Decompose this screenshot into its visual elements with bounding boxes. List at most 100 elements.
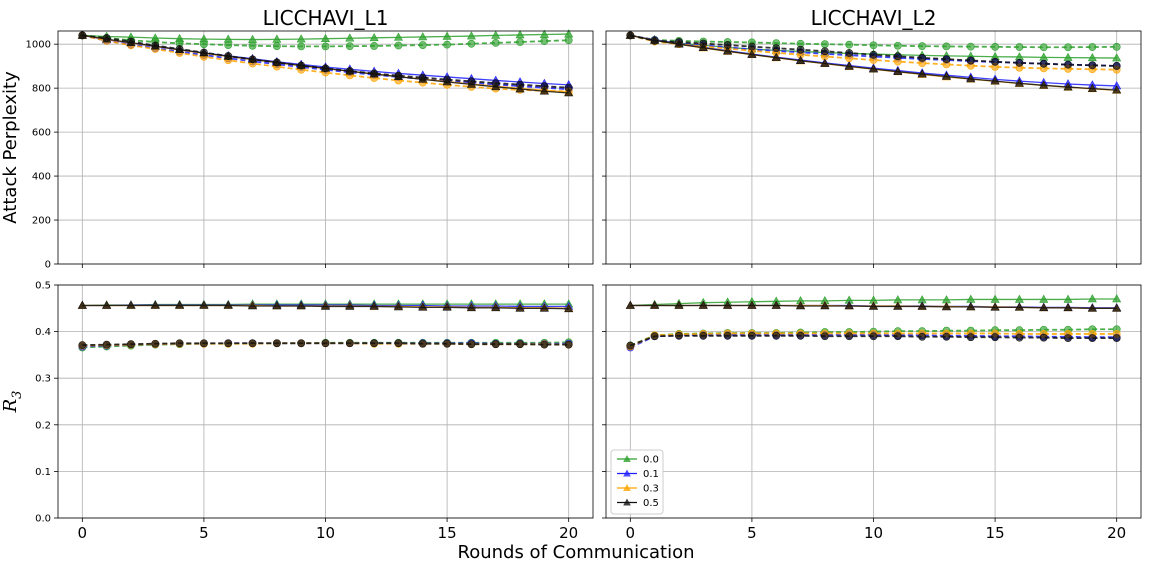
data-point bbox=[272, 301, 282, 310]
data-point bbox=[1039, 59, 1048, 68]
y-tick-label: 600 bbox=[32, 128, 51, 139]
data-point bbox=[491, 79, 500, 87]
data-point bbox=[820, 332, 829, 341]
data-point bbox=[321, 64, 330, 73]
series-0.5-dashed bbox=[78, 339, 573, 350]
x-tick-label: 5 bbox=[747, 524, 757, 542]
data-point bbox=[126, 300, 136, 309]
data-point bbox=[1087, 294, 1097, 303]
data-point bbox=[674, 300, 684, 309]
legend-label: 0.5 bbox=[643, 498, 659, 509]
data-point bbox=[1112, 294, 1122, 303]
data-point bbox=[345, 339, 354, 348]
data-point bbox=[491, 30, 501, 39]
series-line bbox=[629, 333, 1117, 349]
data-point bbox=[200, 40, 208, 49]
data-point bbox=[345, 33, 355, 42]
data-point bbox=[1015, 43, 1024, 51]
data-point bbox=[1112, 53, 1122, 62]
data-point bbox=[345, 42, 354, 51]
series-line bbox=[82, 34, 569, 93]
data-point bbox=[942, 55, 951, 64]
data-point bbox=[540, 82, 549, 91]
data-point bbox=[625, 300, 635, 309]
x-tick-label: 20 bbox=[1107, 524, 1126, 542]
data-point bbox=[77, 300, 87, 309]
legend-entry: 0.0 bbox=[617, 455, 659, 466]
data-point bbox=[321, 42, 330, 51]
data-point bbox=[297, 339, 306, 348]
data-point bbox=[321, 339, 330, 348]
y-tick-label: 200 bbox=[32, 216, 51, 227]
data-point bbox=[467, 77, 476, 86]
data-point bbox=[869, 41, 878, 50]
legend-label: 0.0 bbox=[643, 455, 659, 466]
data-point bbox=[966, 302, 976, 311]
chart-panel-4: 0 5 10 15 20 bbox=[602, 284, 1142, 542]
data-point bbox=[966, 56, 975, 65]
data-point bbox=[1088, 43, 1097, 51]
data-point bbox=[942, 332, 951, 341]
data-point bbox=[223, 300, 233, 309]
data-point bbox=[675, 331, 683, 340]
data-point bbox=[796, 301, 806, 310]
panel-title: LICCHAVI_L1 bbox=[263, 6, 389, 30]
data-point bbox=[320, 301, 331, 310]
chart-panel-3: 0.0 0.1 0.2 0.3 0.4 0.5 0 5 10 15 20 R3 bbox=[0, 281, 594, 542]
data-point bbox=[200, 48, 208, 57]
data-point bbox=[564, 88, 574, 97]
data-point bbox=[224, 339, 233, 348]
data-point bbox=[1087, 303, 1097, 312]
x-tick-label: 15 bbox=[438, 524, 457, 542]
data-point bbox=[199, 300, 209, 309]
data-point bbox=[102, 340, 111, 349]
data-point bbox=[966, 333, 975, 342]
x-tick-label: 15 bbox=[986, 524, 1005, 542]
data-point bbox=[127, 37, 135, 46]
series-line bbox=[82, 34, 569, 91]
data-point bbox=[442, 31, 452, 40]
data-point bbox=[723, 46, 733, 55]
data-point bbox=[248, 41, 257, 50]
legend-entry: 0.5 bbox=[617, 498, 659, 509]
data-point bbox=[370, 339, 379, 348]
data-point bbox=[175, 339, 184, 348]
data-point bbox=[1112, 303, 1122, 312]
data-point bbox=[491, 38, 500, 47]
data-point bbox=[1063, 82, 1073, 91]
data-point bbox=[296, 301, 306, 310]
data-point bbox=[394, 339, 403, 348]
data-point bbox=[941, 302, 951, 311]
y-tick-label: 800 bbox=[32, 84, 51, 95]
data-point bbox=[1064, 334, 1072, 343]
data-point bbox=[272, 58, 281, 67]
data-point bbox=[540, 37, 549, 46]
data-point bbox=[626, 341, 635, 350]
data-point bbox=[893, 301, 903, 310]
series-0.5-solid bbox=[77, 300, 574, 313]
data-point bbox=[845, 49, 854, 57]
data-point bbox=[394, 71, 403, 80]
x-axis-label: Rounds of Communication bbox=[458, 542, 695, 563]
legend-entry: 0.1 bbox=[617, 469, 659, 480]
data-point bbox=[748, 42, 756, 51]
data-point bbox=[650, 36, 659, 45]
data-point bbox=[564, 36, 573, 45]
chart-panel-2: LICCHAVI_L2 bbox=[602, 6, 1142, 268]
data-point bbox=[723, 300, 733, 309]
data-point bbox=[771, 52, 781, 61]
data-point bbox=[466, 31, 476, 40]
y-axis-label-subscript: 3 bbox=[10, 391, 25, 399]
data-point bbox=[515, 30, 525, 39]
data-point bbox=[150, 300, 160, 309]
data-point bbox=[539, 303, 549, 312]
axes-frame bbox=[57, 284, 594, 519]
data-point bbox=[296, 34, 306, 43]
data-point bbox=[491, 340, 500, 349]
data-point bbox=[272, 339, 281, 348]
data-point bbox=[917, 301, 927, 310]
data-point bbox=[564, 303, 574, 313]
data-point bbox=[1112, 62, 1121, 70]
data-point bbox=[297, 42, 306, 51]
